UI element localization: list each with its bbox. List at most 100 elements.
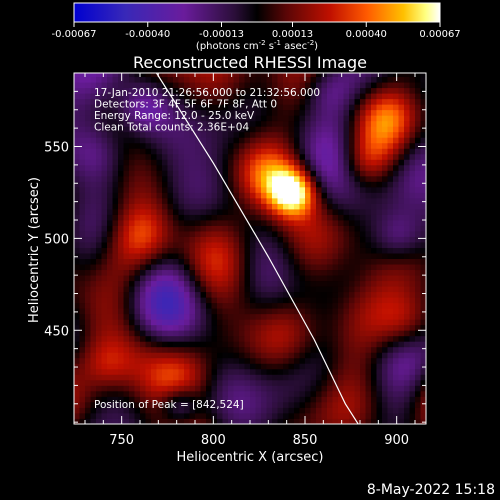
heatmap-cell [167, 148, 174, 155]
heatmap-cell [217, 98, 223, 105]
heatmap-cell [387, 286, 394, 293]
heatmap-cell [343, 208, 350, 215]
heatmap-cell [409, 324, 416, 331]
heatmap-cell [338, 203, 344, 210]
heatmap-cell [255, 330, 262, 337]
heatmap-cell [167, 109, 174, 116]
heatmap-cell [398, 385, 405, 392]
heatmap-cell [420, 220, 426, 226]
heatmap-cell [299, 368, 306, 375]
heatmap-cell [244, 390, 251, 397]
heatmap-cell [123, 286, 130, 293]
heatmap-cell [266, 164, 273, 171]
heatmap-cell [371, 231, 377, 237]
heatmap-cell [107, 181, 113, 188]
heatmap-cell [371, 275, 377, 282]
heatmap-cell [376, 368, 383, 375]
heatmap-cell [189, 197, 196, 204]
heatmap-cell [145, 197, 152, 204]
heatmap-cell [415, 115, 421, 122]
heatmap-cell [316, 363, 322, 370]
heatmap-cell [294, 153, 300, 160]
heatmap-cell [261, 374, 267, 381]
heatmap-cell [151, 374, 157, 381]
heatmap-cell [415, 352, 421, 359]
heatmap-cell [244, 175, 251, 182]
heatmap-cell [173, 82, 179, 89]
heatmap-cell [299, 291, 306, 298]
heatmap-cell [211, 247, 218, 254]
heatmap-cell [167, 231, 174, 237]
heatmap-cell [266, 324, 273, 331]
heatmap-cell [200, 253, 207, 259]
heatmap-cell [112, 170, 119, 177]
heatmap-cell [382, 401, 388, 408]
heatmap-cell [371, 396, 377, 403]
heatmap-cell [420, 181, 426, 188]
heatmap-cell [206, 313, 212, 320]
heatmap-cell [398, 164, 405, 171]
heatmap-cell [250, 225, 256, 232]
heatmap-cell [409, 109, 416, 116]
x-tick-label: 900 [384, 433, 409, 448]
heatmap-cell [310, 115, 317, 122]
heatmap-cell [79, 82, 86, 89]
heatmap-cell [123, 82, 130, 89]
heatmap-cell [310, 93, 317, 100]
heatmap-cell [272, 115, 278, 122]
heatmap-cell [310, 214, 317, 221]
heatmap-cell [222, 82, 229, 89]
heatmap-cell [134, 418, 141, 424]
heatmap-cell [140, 308, 146, 315]
heatmap-cell [151, 302, 157, 309]
heatmap-cell [74, 126, 80, 133]
heatmap-cell [349, 352, 355, 359]
heatmap-cell [316, 203, 322, 210]
heatmap-cell [332, 330, 339, 337]
heatmap-cell [178, 286, 185, 293]
heatmap-cell [156, 104, 163, 111]
heatmap-cell [118, 231, 124, 237]
heatmap-cell [327, 247, 333, 254]
heatmap-cell [338, 313, 344, 320]
heatmap-cell [167, 175, 174, 182]
heatmap-cell [393, 253, 399, 259]
heatmap-cell [338, 412, 344, 419]
heatmap-cell [365, 313, 372, 320]
heatmap-cell [151, 286, 157, 293]
heatmap-cell [74, 142, 80, 149]
heatmap-cell [233, 352, 240, 359]
heatmap-cell [162, 286, 168, 293]
heatmap-cell [74, 197, 80, 204]
heatmap-cell [96, 368, 102, 375]
heatmap-cell [140, 242, 146, 248]
heatmap-cell [134, 346, 141, 353]
heatmap-cell [228, 346, 234, 353]
heatmap-cell [283, 357, 289, 364]
heatmap-cell [173, 109, 179, 116]
heatmap-cell [85, 82, 91, 89]
heatmap-cell [283, 352, 289, 359]
heatmap-cell [343, 192, 350, 199]
heatmap-cell [255, 264, 262, 271]
heatmap-cell [266, 220, 273, 226]
heatmap-cell [151, 104, 157, 111]
heatmap-cell [140, 186, 146, 193]
heatmap-cell [288, 126, 295, 133]
heatmap-cell [162, 197, 168, 204]
heatmap-cell [305, 407, 311, 414]
heatmap-cell [354, 297, 361, 304]
heatmap-cell [173, 126, 179, 133]
heatmap-cell [79, 148, 86, 155]
heatmap-cell [354, 418, 361, 424]
heatmap-cell [415, 231, 421, 237]
heatmap-cell [107, 341, 113, 348]
heatmap-cell [85, 76, 91, 83]
heatmap-cell [272, 253, 278, 259]
heatmap-cell [376, 308, 383, 315]
heatmap-cell [118, 407, 124, 414]
heatmap-cell [387, 368, 394, 375]
heatmap-cell [299, 302, 306, 309]
heatmap-cell [376, 319, 383, 326]
heatmap-cell [74, 330, 80, 337]
